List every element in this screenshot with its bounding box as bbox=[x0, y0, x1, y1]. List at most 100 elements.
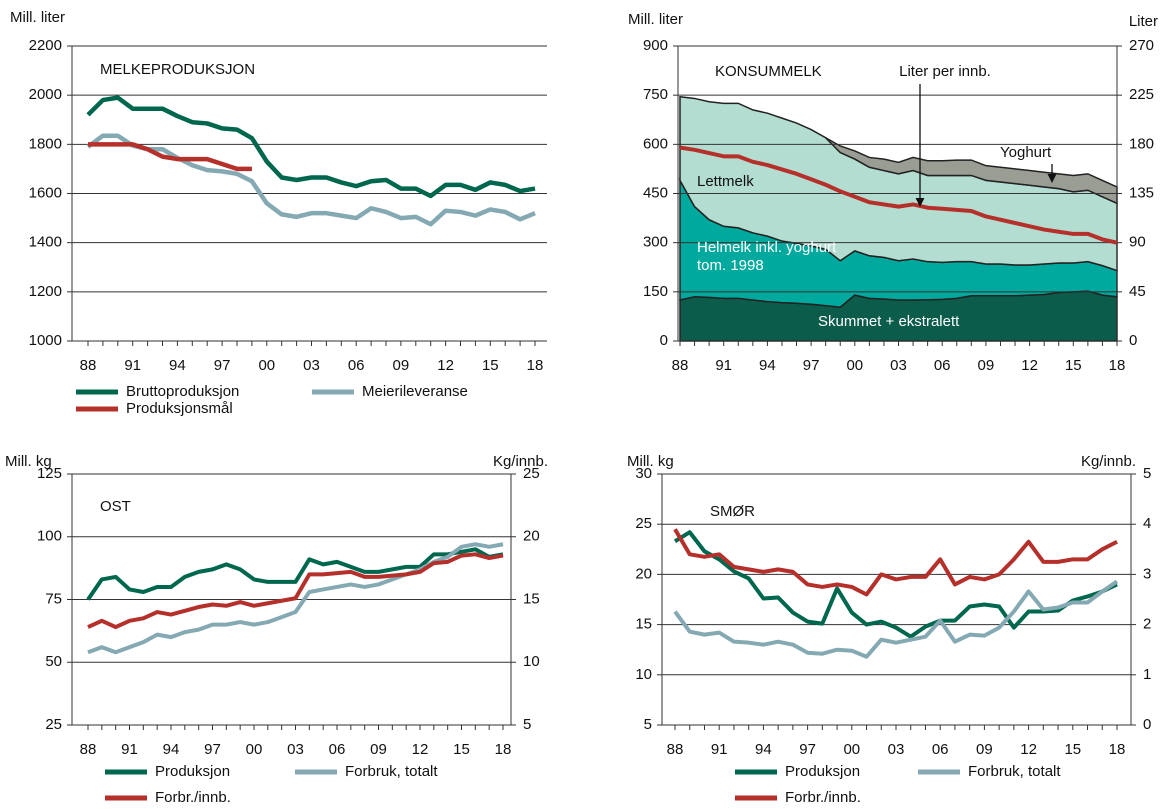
x-tick-label: 97 bbox=[204, 741, 221, 758]
x-tick-label: 09 bbox=[370, 741, 387, 758]
y-axis-label: Mill. liter bbox=[10, 9, 65, 26]
series-label: Liter per innb. bbox=[899, 63, 991, 80]
y-tick-label: 1600 bbox=[29, 184, 62, 201]
x-tick-label: 00 bbox=[258, 357, 275, 374]
x-tick-label: 03 bbox=[303, 357, 320, 374]
y2-axis-label: Kg/innb. bbox=[1081, 453, 1136, 470]
y2-tick-label: 2 bbox=[1143, 616, 1151, 633]
y-axis-label: Mill. liter bbox=[628, 11, 683, 28]
y-tick-label: 2000 bbox=[29, 86, 62, 103]
x-tick-label: 94 bbox=[759, 357, 776, 374]
annotation: KONSUMMELK bbox=[715, 63, 822, 80]
line bbox=[86, 547, 504, 601]
legend-label: Forbr./innb. bbox=[155, 789, 231, 806]
y-tick-label: 900 bbox=[643, 37, 668, 54]
y2-tick-label: 135 bbox=[1129, 184, 1154, 201]
y2-tick-label: 10 bbox=[523, 653, 540, 670]
series-label: Yoghurt bbox=[1000, 144, 1052, 161]
x-tick-label: 03 bbox=[890, 357, 907, 374]
x-tick-label: 15 bbox=[453, 741, 470, 758]
annotation: MELKEPRODUKSJON bbox=[100, 61, 255, 78]
x-tick-label: 94 bbox=[163, 741, 180, 758]
line bbox=[86, 95, 536, 199]
x-tick-label: 03 bbox=[287, 741, 304, 758]
x-tick-label: 18 bbox=[527, 357, 544, 374]
line bbox=[88, 142, 252, 172]
legend-label: Forbruk, totalt bbox=[968, 763, 1061, 780]
x-tick-label: 09 bbox=[976, 741, 993, 758]
x-tick-label: 91 bbox=[124, 357, 141, 374]
y-tick-label: 1000 bbox=[29, 332, 62, 349]
x-tick-label: 00 bbox=[246, 741, 263, 758]
x-tick-label: 09 bbox=[393, 357, 410, 374]
legend-label: Forbr./innb. bbox=[785, 789, 861, 806]
x-tick-label: 18 bbox=[1109, 357, 1126, 374]
y-tick-label: 125 bbox=[37, 465, 62, 482]
legend-label: Produksjonsmål bbox=[126, 400, 233, 417]
y-tick-label: 750 bbox=[643, 86, 668, 103]
y2-tick-label: 15 bbox=[523, 590, 540, 607]
x-tick-label: 06 bbox=[934, 357, 951, 374]
line bbox=[673, 530, 1118, 639]
line bbox=[679, 145, 1118, 245]
y-tick-label: 30 bbox=[635, 465, 652, 482]
x-tick-label: 94 bbox=[755, 741, 772, 758]
x-tick-label: 97 bbox=[803, 357, 820, 374]
y-tick-label: 25 bbox=[45, 716, 62, 733]
y2-tick-label: 1 bbox=[1143, 666, 1151, 683]
x-tick-label: 09 bbox=[978, 357, 995, 374]
x-tick-label: 15 bbox=[482, 357, 499, 374]
y2-tick-label: 5 bbox=[523, 716, 531, 733]
line bbox=[673, 528, 1118, 597]
y2-tick-label: 0 bbox=[1143, 716, 1151, 733]
x-tick-label: 12 bbox=[437, 357, 454, 374]
line bbox=[86, 133, 536, 227]
x-tick-label: 88 bbox=[80, 357, 97, 374]
y-tick-label: 450 bbox=[643, 184, 668, 201]
x-tick-label: 06 bbox=[329, 741, 346, 758]
y2-tick-label: 0 bbox=[1129, 332, 1137, 349]
x-tick-label: 94 bbox=[169, 357, 186, 374]
x-tick-label: 00 bbox=[846, 357, 863, 374]
y2-tick-label: 45 bbox=[1129, 283, 1146, 300]
y-tick-label: 5 bbox=[644, 716, 652, 733]
x-tick-label: 15 bbox=[1064, 741, 1081, 758]
legend-label: Meierileveranse bbox=[362, 383, 468, 400]
y-tick-label: 2200 bbox=[29, 37, 62, 54]
series-label: Skummet + ekstralett bbox=[818, 313, 960, 330]
y2-tick-label: 90 bbox=[1129, 234, 1146, 251]
series-label: Lettmelk bbox=[697, 173, 754, 190]
y2-tick-label: 270 bbox=[1129, 37, 1154, 54]
x-tick-label: 06 bbox=[932, 741, 949, 758]
x-tick-label: 18 bbox=[1109, 741, 1126, 758]
series-label: Helmelk inkl. yoghurt tom. 1998 bbox=[697, 239, 837, 274]
x-tick-label: 88 bbox=[672, 357, 689, 374]
line bbox=[87, 552, 504, 630]
y-tick-label: 300 bbox=[643, 234, 668, 251]
x-tick-label: 15 bbox=[1065, 357, 1082, 374]
y-tick-label: 20 bbox=[635, 565, 652, 582]
y-axis-label: Mill. kg bbox=[5, 453, 52, 470]
legend-label: Bruttoproduksjon bbox=[126, 383, 239, 400]
legend-label: Produksjon bbox=[785, 763, 860, 780]
annotation: SMØR bbox=[710, 503, 755, 520]
y2-axis-label: Kg/innb. bbox=[493, 453, 548, 470]
x-tick-label: 12 bbox=[412, 741, 429, 758]
x-tick-label: 18 bbox=[495, 741, 512, 758]
y-tick-label: 1800 bbox=[29, 135, 62, 152]
legend-label: Produksjon bbox=[155, 763, 230, 780]
annotation: OST bbox=[100, 498, 131, 515]
y-tick-label: 0 bbox=[660, 332, 668, 349]
y2-tick-label: 25 bbox=[523, 465, 540, 482]
x-tick-label: 12 bbox=[1020, 741, 1037, 758]
x-tick-label: 97 bbox=[799, 741, 816, 758]
line bbox=[673, 579, 1119, 659]
y2-axis-label: Liter bbox=[1129, 13, 1158, 30]
y2-tick-label: 20 bbox=[523, 528, 540, 545]
y-tick-label: 10 bbox=[635, 666, 652, 683]
x-tick-label: 06 bbox=[348, 357, 365, 374]
x-tick-label: 03 bbox=[888, 741, 905, 758]
y2-tick-label: 5 bbox=[1143, 465, 1151, 482]
